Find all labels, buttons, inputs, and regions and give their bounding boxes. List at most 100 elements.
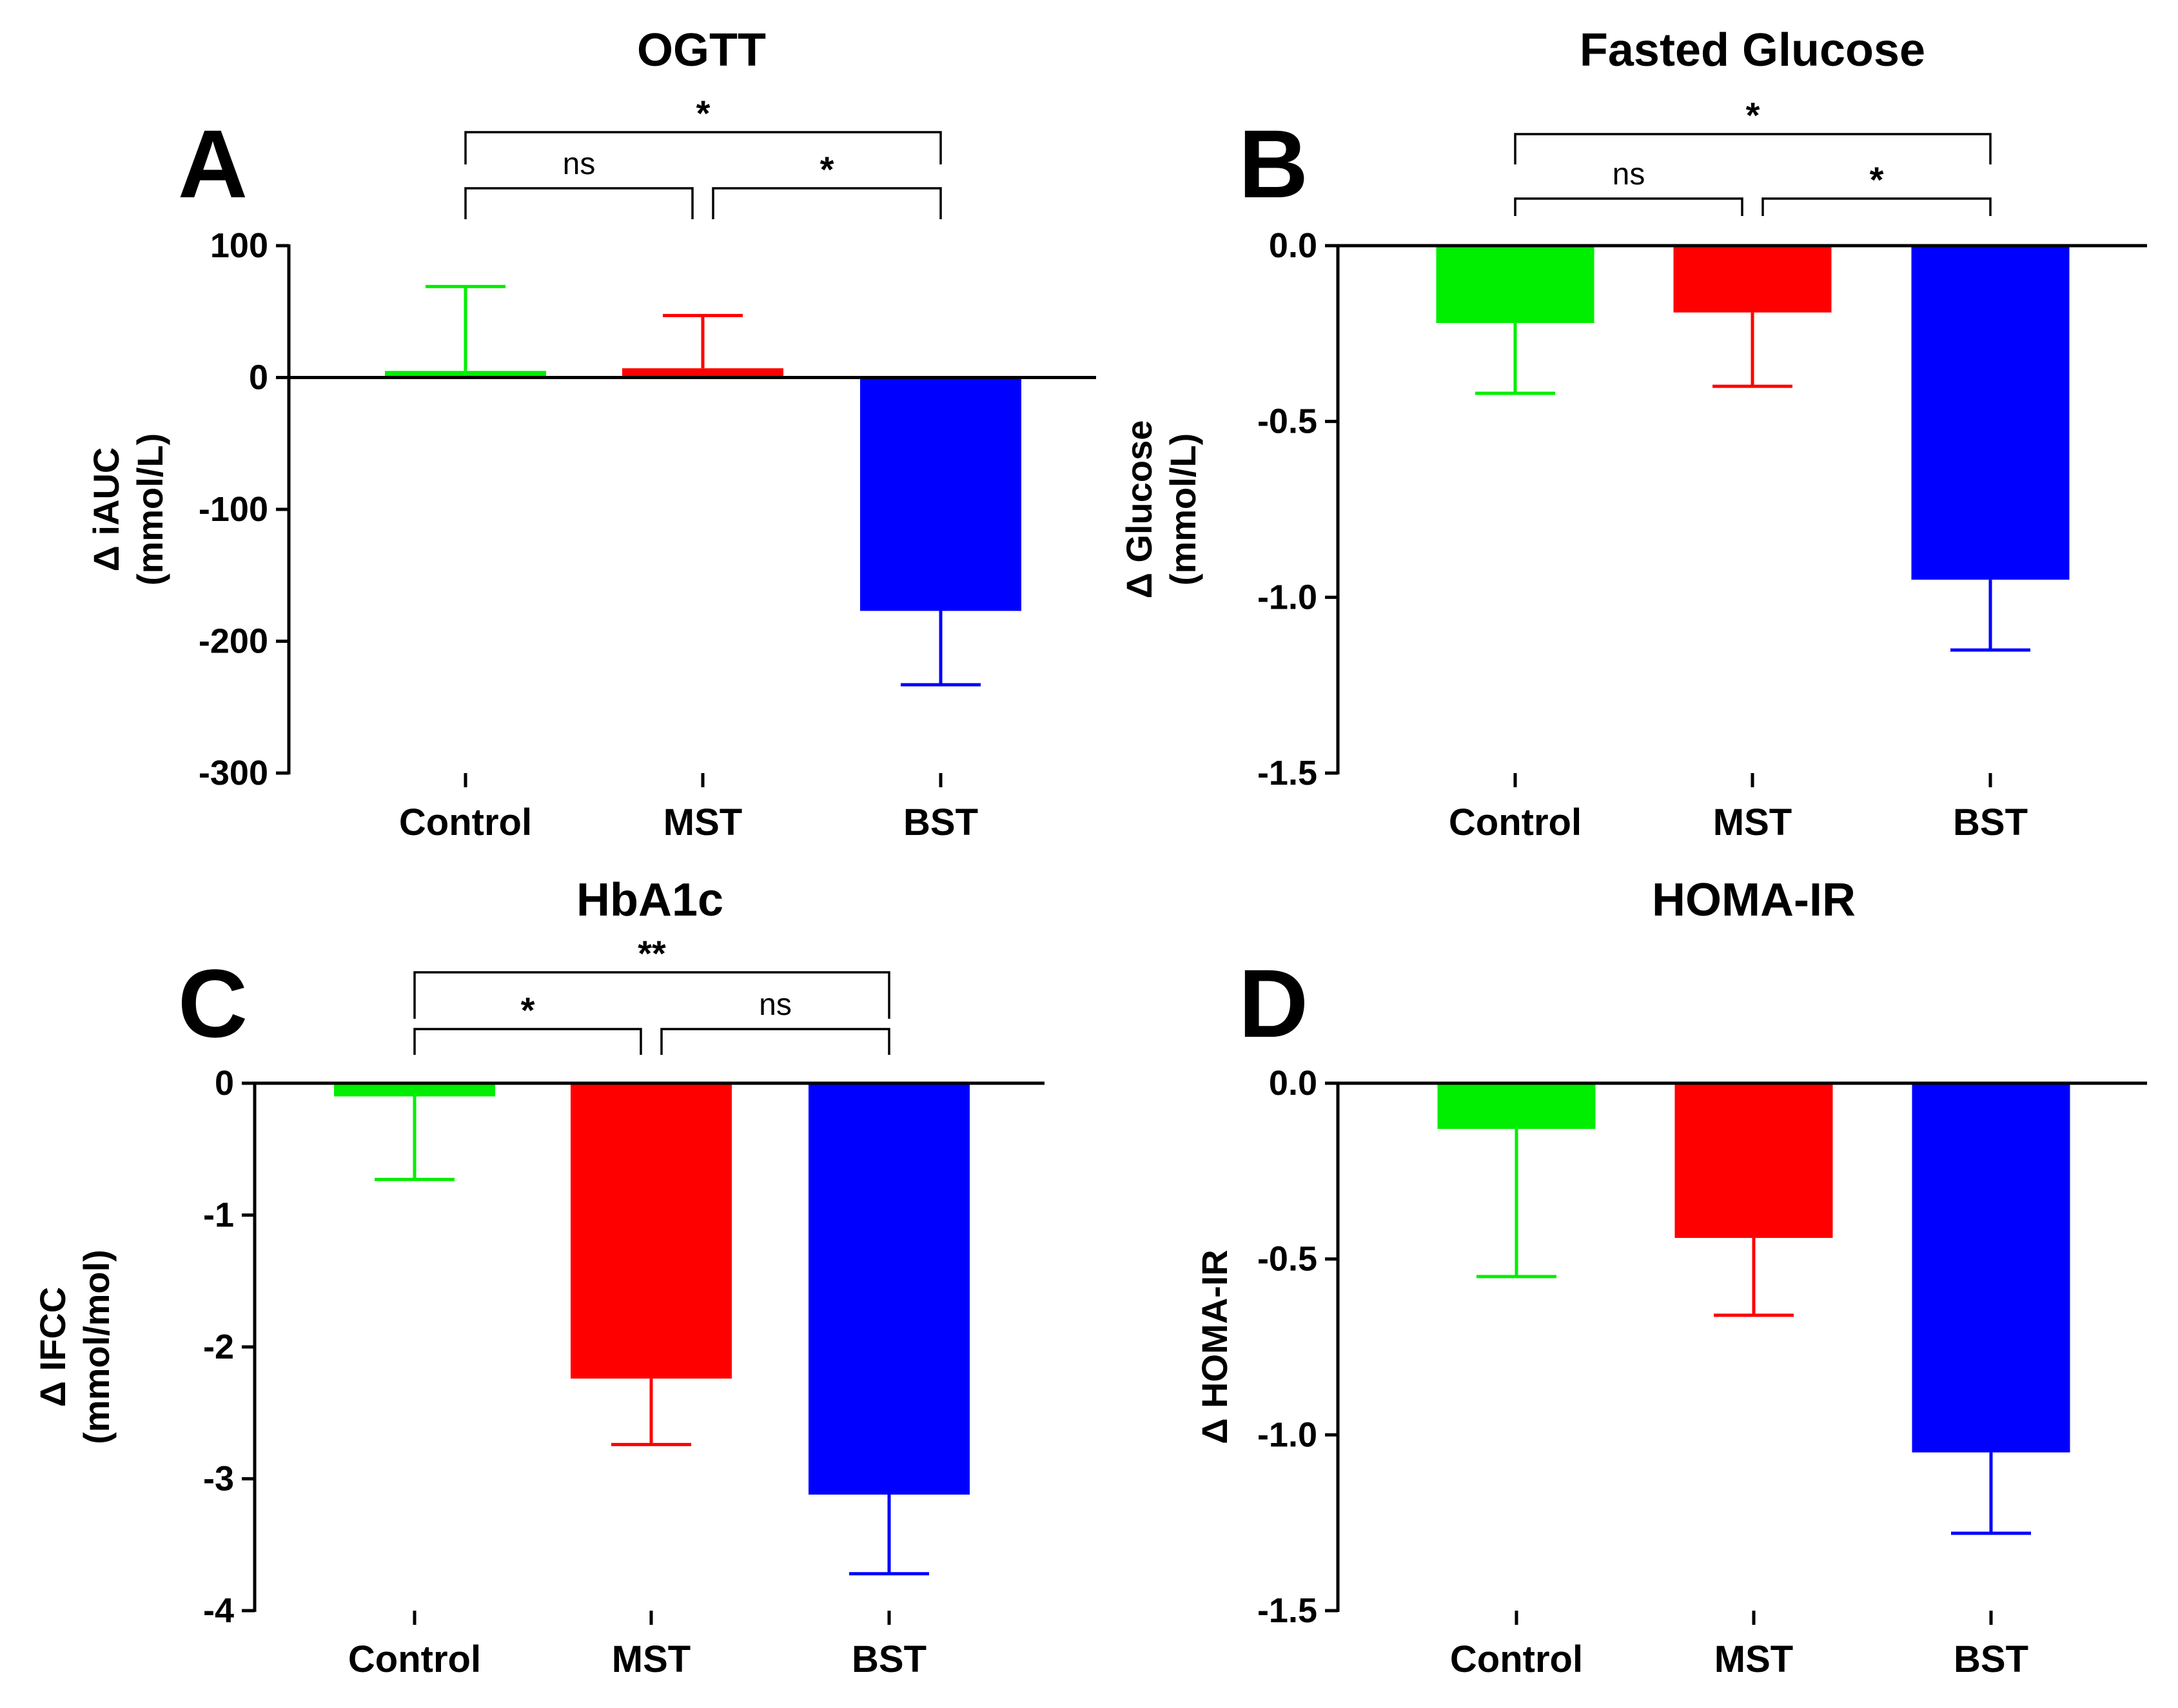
bar-mst (571, 1083, 732, 1379)
bar-mst (622, 368, 783, 378)
bracket-line (660, 1028, 890, 1055)
bracket-line (712, 187, 942, 219)
y-axis-label-line: Δ Glucose (1119, 420, 1159, 599)
y-tick-label: -0.5 (1257, 1240, 1317, 1279)
significance-label: ns (759, 988, 792, 1022)
x-tick-label: BST (1954, 1638, 2028, 1680)
y-tick-label: -1.0 (1257, 578, 1317, 616)
x-tick-label: Control (399, 801, 532, 843)
significance-bracket (1514, 197, 1743, 216)
error-bar-bst (1950, 580, 2030, 652)
significance-label: ** (638, 933, 666, 974)
significance-label: * (820, 149, 834, 190)
bracket-line (413, 1028, 642, 1055)
bar-bst (860, 377, 1021, 611)
significance-bracket (712, 187, 942, 219)
bar-mst (1673, 246, 1832, 313)
bar-bst (1912, 1083, 2070, 1453)
y-tick-label: 0.0 (1269, 1064, 1317, 1103)
x-tick-label: MST (663, 801, 742, 843)
panel-letter: A (178, 110, 248, 218)
y-tick-label: -2 (203, 1328, 234, 1366)
significance-label: ns (1613, 157, 1645, 191)
x-tick-label: MST (1714, 1638, 1793, 1680)
significance-bracket (464, 187, 694, 219)
y-axis-label-line: Δ HOMA-IR (1194, 1250, 1235, 1444)
y-tick-label: -1.5 (1257, 754, 1317, 792)
x-tick-label: Control (1449, 801, 1582, 843)
x-tick-label: Control (1450, 1638, 1583, 1680)
x-tick-label: BST (903, 801, 978, 843)
y-tick-label: -1.5 (1257, 1591, 1317, 1630)
y-tick-label: 0.0 (1269, 226, 1317, 265)
bracket-line (464, 131, 942, 164)
y-tick-label: -200 (199, 622, 268, 661)
error-bar-bst (1951, 1452, 2031, 1535)
x-tick-label: MST (1713, 801, 1792, 843)
panel-d: HOMA-IR D Δ HOMA-IR 0.0 -0.5 -1.0 -1.5 Control M… (1194, 874, 2147, 1680)
significance-bracket (464, 131, 942, 164)
panel-letter: B (1239, 110, 1308, 218)
y-tick-label: 0 (249, 358, 268, 397)
error-bar-mst (1714, 1237, 1794, 1317)
bracket-line (1761, 197, 1992, 216)
y-tick-label: -4 (203, 1591, 234, 1630)
significance-label: * (521, 990, 535, 1030)
bar-control (1437, 1083, 1596, 1129)
y-axis-label-line: (mmol/L) (130, 433, 170, 585)
error-bar-mst (663, 313, 743, 369)
error-bar-control (1475, 322, 1555, 395)
bar-control (334, 1083, 495, 1097)
chart-title: HbA1c (576, 874, 723, 926)
error-bar-mst (611, 1379, 691, 1446)
chart-title: Fasted Glucose (1580, 25, 1925, 76)
y-axis-label-line: Δ IFCC (32, 1287, 73, 1407)
chart-title: HOMA-IR (1652, 874, 1856, 926)
bar-control (385, 371, 546, 378)
y-tick-label: 0 (215, 1064, 234, 1103)
bar-control (1436, 246, 1594, 323)
y-axis-label: Δ iAUC (mmol/L) (86, 433, 170, 585)
bar-bst (1911, 246, 2070, 580)
panel-letter: C (178, 949, 248, 1057)
panel-letter: D (1239, 949, 1308, 1057)
bracket-line (464, 187, 694, 219)
significance-label: * (696, 93, 711, 133)
significance-bracket (413, 1028, 642, 1055)
y-tick-label: -3 (203, 1460, 234, 1498)
y-tick-label: -1.0 (1257, 1415, 1317, 1454)
y-tick-label: -100 (199, 490, 268, 529)
significance-bracket (413, 971, 890, 1019)
significance-bracket (1514, 133, 1992, 164)
significance-bracket (1761, 197, 1992, 216)
y-tick-label: -300 (199, 754, 268, 792)
error-bar-control (1477, 1128, 1556, 1279)
significance-label: * (1746, 95, 1760, 135)
panel-b: Fasted Glucose B Δ Glucose (mmol/L) 0.0 -0.5 -… (1119, 25, 2147, 843)
y-axis-label: Δ Glucose (mmol/L) (1119, 420, 1203, 599)
bar-mst (1674, 1083, 1833, 1238)
error-bar-bst (901, 611, 981, 687)
x-tick-label: BST (852, 1638, 927, 1680)
panel-c: HbA1c C Δ IFCC (mmol/mol) 0 -1 -2 -3 -4 Control MS… (32, 874, 1045, 1680)
error-bar-control (375, 1096, 455, 1181)
panel-a: OGTT A Δ iAUC (mmol/L) 100 0 -100 -200 -300 Contr… (86, 25, 1096, 843)
y-tick-label: 100 (210, 226, 268, 265)
significance-bracket (660, 1028, 890, 1055)
significance-label: ns (563, 147, 596, 181)
y-axis-label-line: (mmol/mol) (76, 1250, 117, 1444)
x-tick-label: MST (612, 1638, 691, 1680)
bracket-line (1514, 197, 1743, 216)
error-bar-bst (849, 1495, 929, 1576)
x-tick-label: BST (1953, 801, 2028, 843)
significance-label: * (1870, 159, 1884, 200)
y-tick-label: -0.5 (1257, 402, 1317, 441)
error-bar-control (426, 284, 505, 371)
error-bar-mst (1712, 312, 1792, 388)
x-tick-label: Control (348, 1638, 481, 1680)
y-axis-label-line: (mmol/L) (1163, 433, 1203, 585)
bracket-line (413, 971, 890, 1019)
chart-title: OGTT (637, 25, 766, 76)
bracket-line (1514, 133, 1992, 164)
